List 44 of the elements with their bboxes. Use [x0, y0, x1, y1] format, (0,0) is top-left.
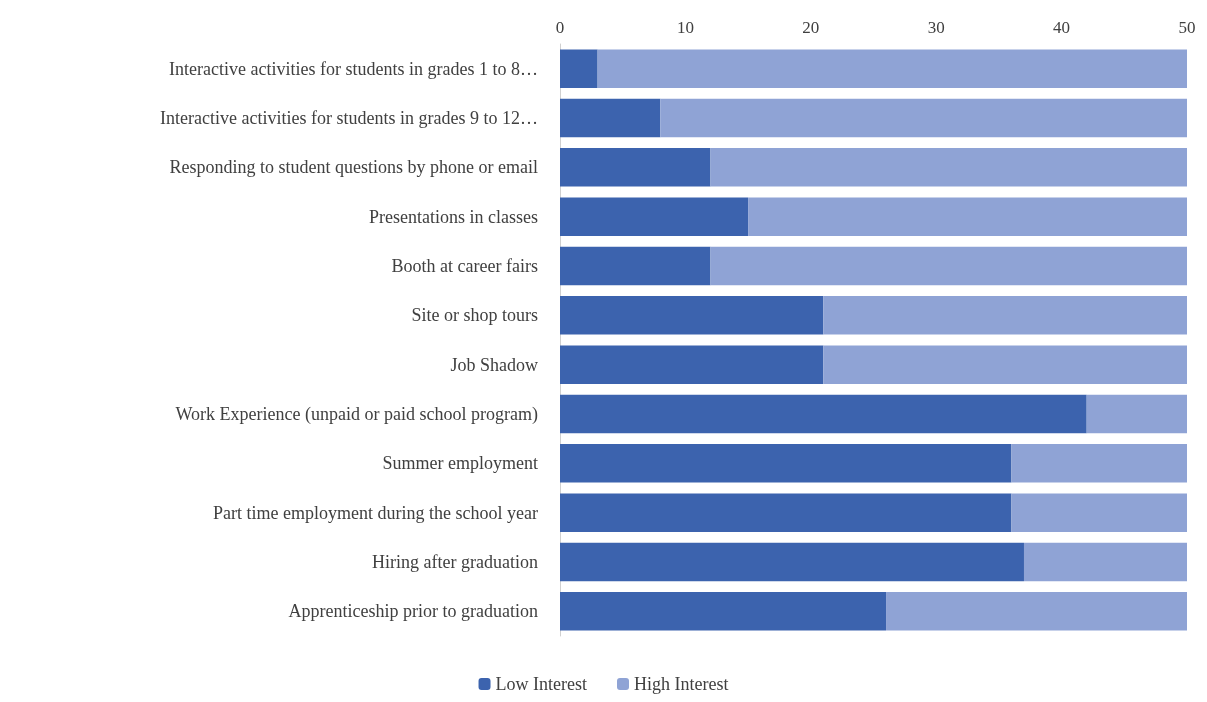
y-tick-label: Interactive activities for students in grades 9 to 12… — [160, 108, 538, 128]
y-tick-label: Responding to student questions by phone or email — [169, 157, 538, 178]
bar — [560, 345, 824, 384]
y-tick-label: Presentations in classes — [369, 206, 538, 227]
bar — [560, 592, 887, 631]
bar — [560, 493, 1012, 532]
x-tick-label: 0 — [555, 18, 565, 37]
bar — [560, 98, 661, 138]
bar — [560, 542, 1024, 582]
x-tick-label: 40 — [1053, 18, 1071, 37]
bar — [597, 49, 1187, 88]
bar — [823, 345, 1187, 384]
bar — [886, 592, 1187, 631]
bar — [560, 49, 598, 88]
bar — [560, 394, 1087, 434]
bar — [560, 246, 711, 286]
y-tick-label: Part time employment during the school year — [213, 502, 538, 523]
x-tick-label: 10 — [676, 18, 694, 37]
bar — [710, 148, 1187, 187]
y-tick-label: Interactive activities for students in grades 1 to 8… — [169, 58, 538, 79]
y-tick-label: Site or shop tours — [411, 305, 538, 326]
y-tick-label: Job Shadow — [450, 354, 538, 375]
bar — [1011, 444, 1187, 483]
bar — [560, 444, 1012, 483]
bar — [560, 296, 824, 335]
x-tick-label: 50 — [1178, 18, 1196, 37]
bar — [1086, 394, 1187, 434]
y-tick-label: Apprenticeship prior to graduation — [288, 601, 538, 622]
bar — [1011, 493, 1187, 532]
legend-label: High Interest — [634, 674, 729, 694]
bar — [560, 148, 711, 187]
bar — [823, 296, 1187, 335]
bar — [560, 197, 749, 236]
y-tick-label: Summer employment — [382, 453, 538, 474]
bar — [748, 197, 1187, 236]
y-tick-label: Work Experience (unpaid or paid school program) — [175, 404, 538, 425]
legend-label: Low Interest — [495, 674, 587, 694]
y-tick-label: Booth at career fairs — [391, 256, 538, 276]
y-tick-label: Hiring after graduation — [372, 552, 538, 572]
bar — [1023, 542, 1187, 582]
x-tick-label: 20 — [802, 18, 820, 37]
x-tick-label: 30 — [927, 18, 945, 37]
bar — [660, 98, 1187, 138]
bar — [710, 246, 1187, 286]
